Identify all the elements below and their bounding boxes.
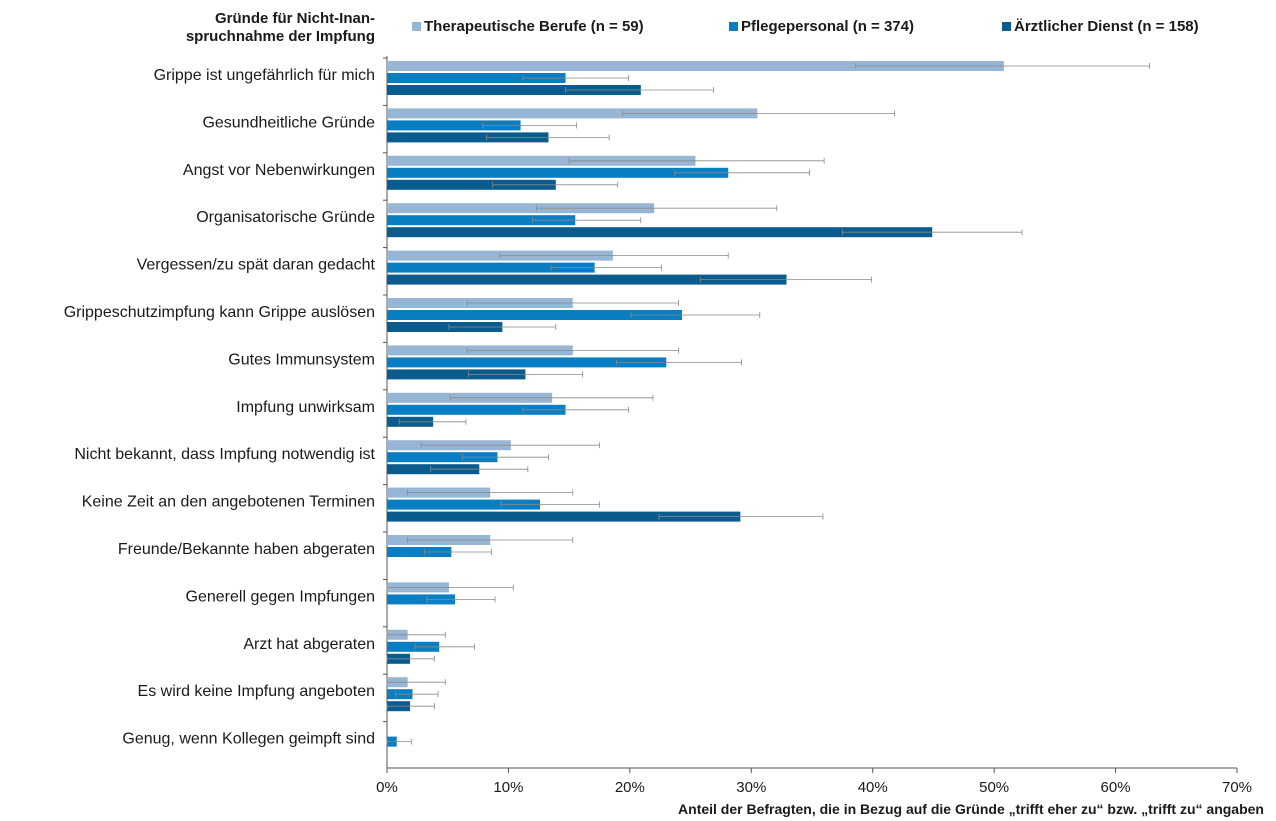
x-tick-label: 50% xyxy=(979,779,1009,796)
bar-pflegepersonal-9 xyxy=(387,499,540,510)
bar-pflegepersonal-12 xyxy=(387,641,440,652)
bar-pflegepersonal-1 xyxy=(387,120,521,131)
legend-label-therapeutische-berufe: Therapeutische Berufe (n = 59) xyxy=(424,18,644,35)
category-label: Angst vor Nebenwirkungen xyxy=(183,162,375,179)
bar-therapeutische-berufe-1 xyxy=(387,108,758,119)
legend-item-therapeutische-berufe: Therapeutische Berufe (n = 59) xyxy=(412,18,644,35)
bar-pflegepersonal-0 xyxy=(387,73,566,83)
category-label: Impfung unwirksam xyxy=(236,399,375,416)
category-label: Organisatorische Gründe xyxy=(196,209,375,226)
bar-ärztlicher-dienst-3 xyxy=(387,227,933,238)
category-label: Arzt hat abgeraten xyxy=(243,636,375,653)
legend-item-aerztlicher-dienst: Ärztlicher Dienst (n = 158) xyxy=(1002,18,1199,35)
x-tick-label: 0% xyxy=(376,779,398,796)
legend-label-aerztlicher-dienst: Ärztlicher Dienst (n = 158) xyxy=(1014,18,1199,35)
category-label: Grippe ist ungefährlich für mich xyxy=(154,67,375,84)
bar-pflegepersonal-4 xyxy=(387,262,595,273)
x-tick-label: 20% xyxy=(615,779,645,796)
category-label: Grippeschutzimpfung kann Grippe auslösen xyxy=(64,304,375,321)
legend-swatch-therapeutische-berufe xyxy=(412,22,421,31)
y-axis-title: Gründe für Nicht-Inan- spruchnahme der I… xyxy=(100,10,375,46)
x-tick-label: 40% xyxy=(858,779,888,796)
category-label: Genug, wenn Kollegen geimpft sind xyxy=(122,731,375,748)
x-tick-label: 60% xyxy=(1101,779,1131,796)
bar-therapeutische-berufe-0 xyxy=(387,61,1004,71)
bar-therapeutische-berufe-3 xyxy=(387,203,655,214)
category-label: Gutes Immunsystem xyxy=(228,351,375,368)
bar-ärztlicher-dienst-4 xyxy=(387,274,787,285)
bar-pflegepersonal-10 xyxy=(387,547,452,557)
legend-item-pflegepersonal: Pflegepersonal (n = 374) xyxy=(729,18,914,35)
category-label: Gesundheitliche Gründe xyxy=(202,114,375,131)
bar-pflegepersonal-8 xyxy=(387,452,498,463)
bar-therapeutische-berufe-2 xyxy=(387,155,696,166)
bar-pflegepersonal-3 xyxy=(387,215,576,226)
bar-ärztlicher-dienst-6 xyxy=(387,369,526,380)
bar-pflegepersonal-7 xyxy=(387,404,566,415)
category-label: Freunde/Bekannte haben abgeraten xyxy=(118,541,375,558)
bar-ärztlicher-dienst-5 xyxy=(387,322,503,332)
x-axis-title: Anteil der Befragten, die in Bezug auf d… xyxy=(678,801,1264,817)
bar-ärztlicher-dienst-9 xyxy=(387,511,741,522)
category-label: Keine Zeit an den angebotenen Terminen xyxy=(82,494,375,511)
category-label: Nicht bekannt, dass Impfung notwendig is… xyxy=(74,446,375,463)
y-axis-title-line-2: spruchnahme der Impfung xyxy=(185,28,375,45)
bar-pflegepersonal-2 xyxy=(387,167,729,178)
category-label: Es wird keine Impfung angeboten xyxy=(138,683,375,700)
y-axis-title-line-1: Gründe für Nicht-Inan- xyxy=(215,10,375,27)
bar-pflegepersonal-5 xyxy=(387,310,683,320)
bar-pflegepersonal-11 xyxy=(387,594,455,605)
x-tick-label: 10% xyxy=(493,779,523,796)
bar-ärztlicher-dienst-1 xyxy=(387,132,549,143)
category-label: Generell gegen Impfungen xyxy=(186,588,375,605)
x-tick-label: 70% xyxy=(1222,779,1252,796)
category-label: Vergessen/zu spät daran gedacht xyxy=(137,257,376,274)
legend-label-pflegepersonal: Pflegepersonal (n = 374) xyxy=(741,18,914,35)
legend-swatch-pflegepersonal xyxy=(729,22,738,31)
bar-ärztlicher-dienst-0 xyxy=(387,85,641,95)
legend-swatch-aerztlicher-dienst xyxy=(1002,22,1011,31)
bar-ärztlicher-dienst-2 xyxy=(387,179,556,190)
x-tick-label: 30% xyxy=(736,779,766,796)
bar-pflegepersonal-6 xyxy=(387,357,667,368)
